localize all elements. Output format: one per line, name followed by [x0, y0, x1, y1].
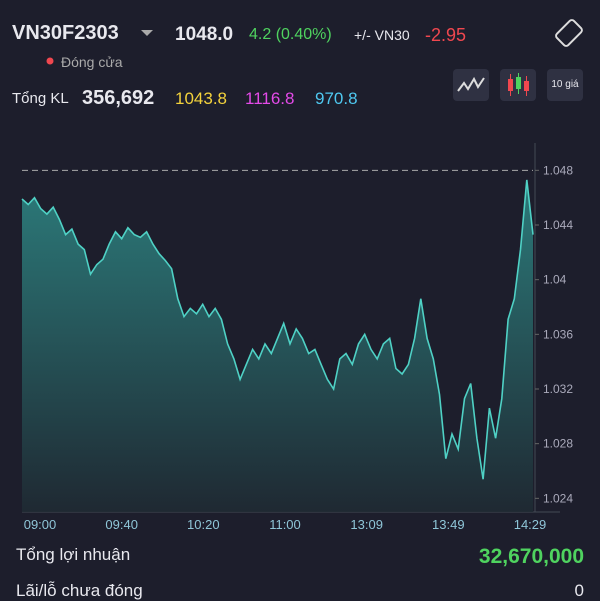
chart: 1.024 1.028 1.032 1.036 1.04 1.044 1.048 09:00 0… — [21, 143, 573, 532]
status: Đóng cửa — [61, 54, 123, 70]
y-tick-label: 1.04 — [543, 273, 567, 287]
x-tick-label: 13:09 — [350, 517, 383, 532]
y-tick-label: 1.044 — [543, 218, 573, 232]
x-tick-label: 11:00 — [269, 517, 301, 532]
y-tick-label: 1.036 — [543, 327, 573, 341]
area — [22, 179, 533, 512]
x-tick-label: 09:00 — [24, 517, 57, 532]
y-tick-label: 1.048 — [543, 163, 573, 177]
symbol[interactable]: VN30F2303 — [12, 22, 119, 44]
x-tick-label: 10:20 — [187, 517, 220, 532]
line-chart-button[interactable] — [453, 69, 489, 101]
change: 4.2 (0.40%) — [249, 26, 332, 43]
price: 1048.0 — [175, 24, 234, 45]
dropdown-icon[interactable] — [140, 28, 154, 38]
summary-value: 32,670,000 — [478, 545, 584, 568]
y-tick-label: 1.032 — [543, 382, 573, 396]
y-tick-label: 1.024 — [543, 491, 573, 505]
summary-value: 0 — [574, 581, 584, 600]
stat-ref: 1043.8 — [175, 89, 227, 108]
basis-label: +/- VN30 — [354, 27, 410, 43]
price-line — [21, 179, 534, 480]
volume-label: Tổng KL — [12, 90, 69, 107]
x-tick-label: 13:49 — [432, 517, 465, 532]
depth-button[interactable]: 10 giá — [547, 69, 583, 101]
rotate-icon[interactable] — [552, 16, 586, 50]
summary-label: Lãi/lỗ chưa đóng — [16, 581, 143, 600]
x-tick-label: 14:29 — [514, 517, 547, 532]
x-tick-label: 09:40 — [105, 517, 138, 532]
summary-label: Tổng lợi nhuận — [16, 545, 131, 564]
stat-floor: 970.8 — [315, 89, 358, 108]
y-tick-label: 1.028 — [543, 437, 573, 451]
basis: -2.95 — [425, 25, 467, 45]
stat-ceiling: 1116.8 — [245, 89, 295, 108]
volume: 356,692 — [82, 87, 155, 109]
candle-chart-button[interactable] — [500, 69, 536, 101]
status-dot — [46, 57, 54, 65]
